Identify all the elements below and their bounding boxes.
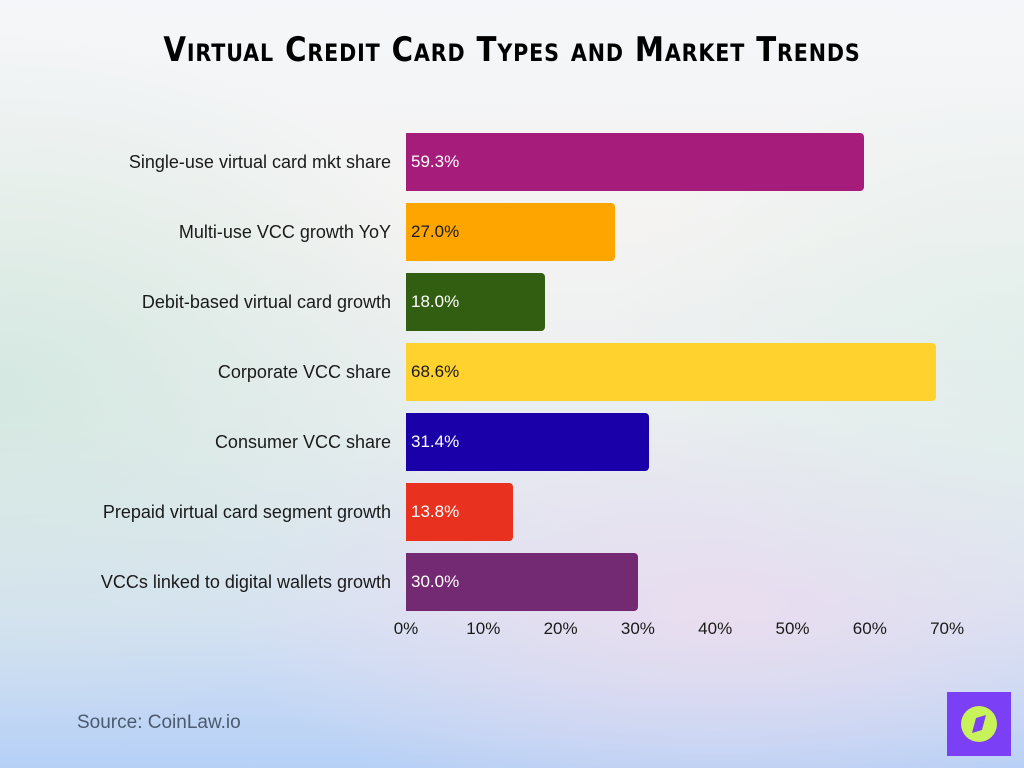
bar-value-label: 27.0% — [411, 222, 460, 241]
category-label: Corporate VCC share — [217, 362, 391, 382]
bar: 68.6% — [406, 343, 937, 401]
category-label: Debit-based virtual card growth — [141, 292, 391, 312]
compass-icon — [961, 706, 997, 742]
bar: 18.0% — [406, 273, 546, 331]
bar-value-label: 18.0% — [411, 292, 460, 311]
bar-value-label: 59.3% — [411, 152, 460, 171]
x-axis-tick: 60% — [852, 619, 887, 638]
category-label: Consumer VCC share — [214, 432, 391, 452]
bar-value-label: 13.8% — [411, 502, 460, 521]
source-credit: Source: CoinLaw.io — [77, 712, 241, 733]
category-label: VCCs linked to digital wallets growth — [100, 572, 391, 592]
x-axis-tick: 70% — [930, 619, 965, 638]
brand-logo — [947, 692, 1011, 756]
x-axis-tick: 30% — [620, 619, 655, 638]
x-axis-tick: 40% — [698, 619, 733, 638]
category-label: Multi-use VCC growth YoY — [178, 222, 391, 242]
x-axis-tick: 50% — [775, 619, 810, 638]
category-label: Single-use virtual card mkt share — [128, 152, 391, 172]
category-label: Prepaid virtual card segment growth — [102, 502, 391, 522]
x-axis-tick: 0% — [393, 619, 419, 638]
bar-value-label: 68.6% — [411, 362, 460, 381]
x-axis-tick: 20% — [543, 619, 578, 638]
bar: 31.4% — [406, 413, 649, 471]
bar: 13.8% — [406, 483, 513, 541]
bar: 30.0% — [406, 553, 638, 611]
bar-value-label: 31.4% — [411, 432, 460, 451]
bar: 59.3% — [406, 133, 865, 191]
bar: 27.0% — [406, 203, 615, 261]
bar-value-label: 30.0% — [411, 572, 460, 591]
x-axis-tick: 10% — [466, 619, 501, 638]
chart-title: Virtual Credit Card Types and Market Tre… — [163, 30, 861, 70]
